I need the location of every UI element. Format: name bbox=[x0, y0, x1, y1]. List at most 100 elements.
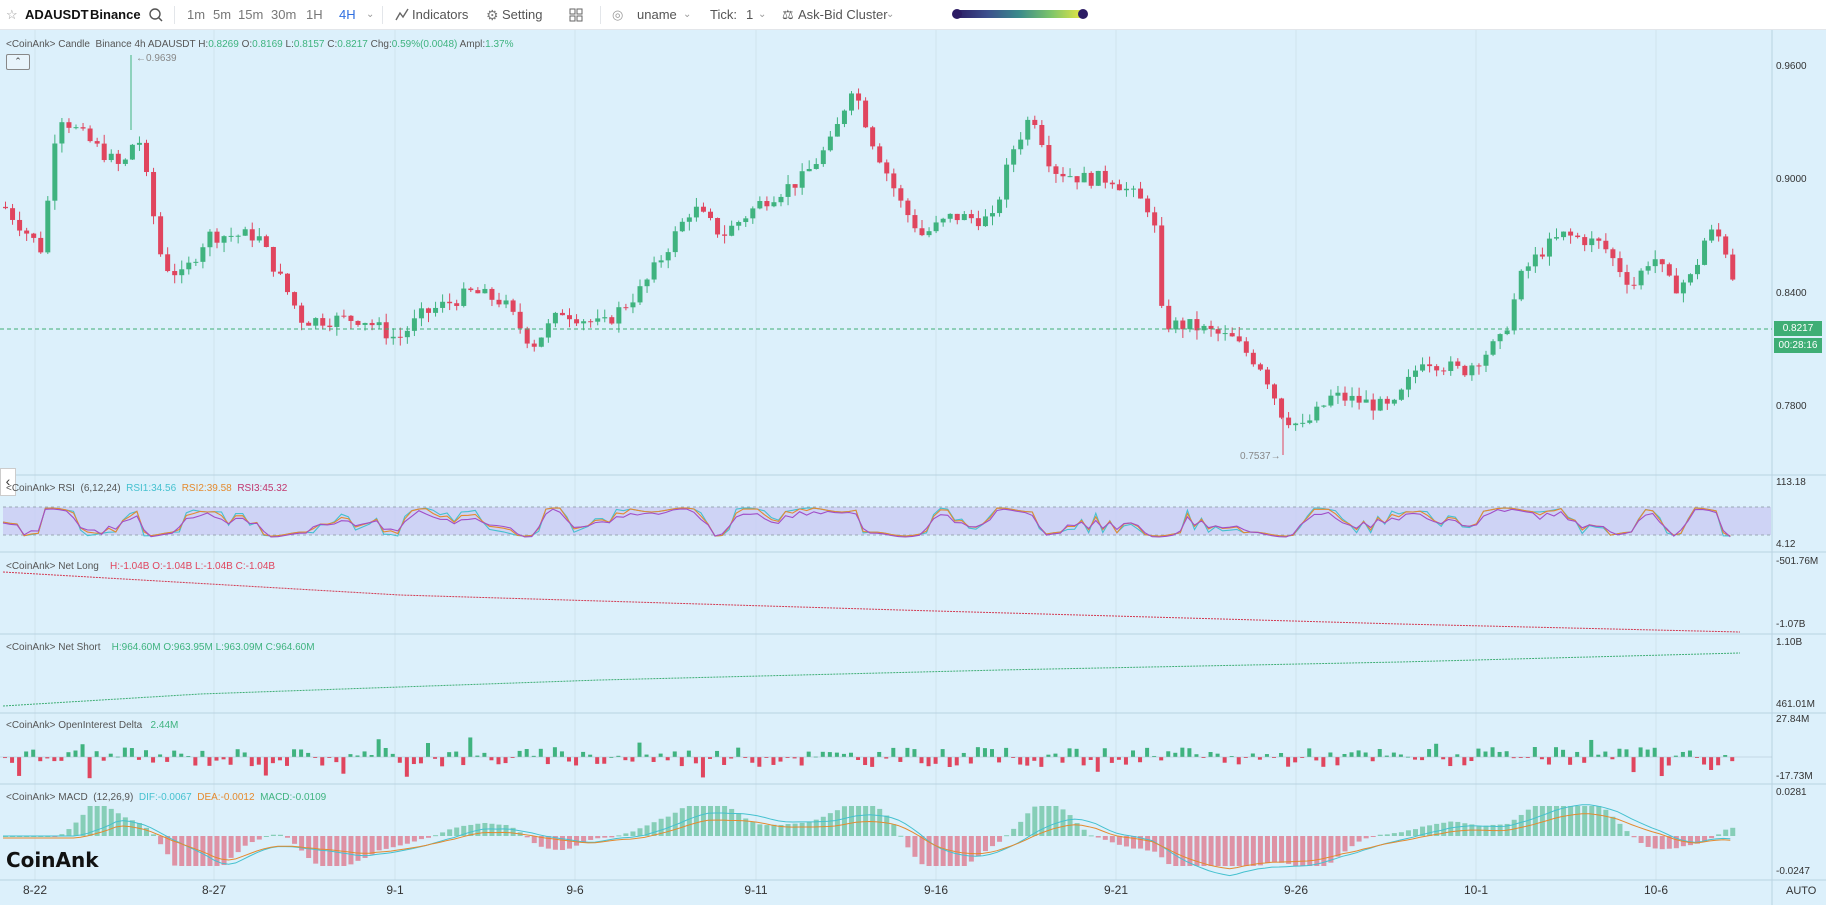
oi-delta-bar bbox=[581, 751, 586, 757]
macd-dif-line bbox=[3, 804, 1731, 877]
legend-name: Net Long bbox=[58, 561, 99, 572]
collapse-legend-button[interactable]: ⌃ bbox=[6, 54, 30, 70]
oi-top-label: 27.84M bbox=[1776, 714, 1810, 725]
candle-body bbox=[1391, 399, 1397, 404]
interval-1h[interactable]: 1H bbox=[306, 7, 323, 22]
oi-delta-bar bbox=[1264, 754, 1269, 757]
tick-value[interactable]: 1 bbox=[746, 7, 754, 22]
interval-more-chevron-icon[interactable]: ⌄ bbox=[366, 9, 375, 20]
oi-delta-bar bbox=[644, 754, 649, 757]
macd-histogram-bar bbox=[503, 824, 509, 836]
net-long-high: H:-1.04B bbox=[109, 561, 150, 572]
legend-exchange: Binance bbox=[95, 39, 132, 50]
oi-delta-bar bbox=[1173, 752, 1178, 757]
macd-histogram-bar bbox=[940, 836, 946, 866]
macd-histogram-bar bbox=[1377, 834, 1383, 836]
oi-delta-bar bbox=[165, 757, 170, 762]
macd-histogram-bar bbox=[1589, 806, 1595, 836]
interval-15m[interactable]: 15m bbox=[238, 7, 264, 22]
oi-delta-bar bbox=[348, 754, 353, 757]
legend-params: (12,26,9) bbox=[93, 792, 134, 803]
candle-body bbox=[1532, 254, 1538, 267]
candle-body bbox=[10, 208, 16, 220]
toolbar-divider bbox=[382, 6, 383, 24]
tick-chevron-down-icon[interactable]: ⌄ bbox=[758, 9, 767, 20]
candle-body bbox=[637, 286, 643, 303]
macd-histogram-bar bbox=[362, 836, 368, 858]
macd-histogram-bar bbox=[588, 836, 594, 840]
interval-5m[interactable]: 5m bbox=[213, 7, 232, 22]
oi-delta-bar bbox=[1673, 755, 1678, 757]
setting-button[interactable]: Setting bbox=[502, 7, 543, 22]
interval-1m[interactable]: 1m bbox=[187, 7, 206, 22]
candle-body bbox=[722, 234, 728, 236]
interval-30m[interactable]: 30m bbox=[271, 7, 297, 22]
user-selector[interactable]: uname bbox=[637, 7, 677, 22]
macd-histogram-bar bbox=[172, 836, 178, 866]
oi-delta-bar bbox=[186, 756, 191, 758]
color-gradient-slider[interactable] bbox=[955, 10, 1083, 18]
candle-body bbox=[1039, 124, 1045, 146]
macd-histogram-bar bbox=[496, 824, 502, 836]
macd-histogram-bar bbox=[1145, 836, 1151, 851]
candle-body bbox=[362, 322, 368, 325]
candle-body bbox=[1455, 361, 1461, 366]
chevron-left-icon[interactable]: ‹ bbox=[0, 468, 16, 496]
candle-body bbox=[729, 225, 735, 236]
cluster-selector[interactable]: Ask-Bid Cluster bbox=[798, 7, 888, 22]
oi-delta-bar bbox=[390, 753, 395, 757]
macd-histogram-bar bbox=[115, 813, 121, 836]
candle-body bbox=[270, 246, 276, 272]
oi-delta-bar bbox=[559, 751, 564, 757]
layout-grid-icon[interactable] bbox=[568, 0, 584, 30]
candle-body bbox=[1307, 420, 1313, 423]
candle-body bbox=[355, 320, 361, 325]
oi-delta-bar bbox=[404, 757, 409, 777]
oi-delta-bar bbox=[1680, 751, 1685, 757]
macd-histogram-bar bbox=[693, 806, 699, 836]
favorite-star-icon[interactable]: ☆ bbox=[6, 7, 18, 22]
oi-delta-bar bbox=[1568, 757, 1573, 765]
candle-body bbox=[193, 261, 199, 263]
user-chevron-down-icon[interactable]: ⌄ bbox=[683, 9, 692, 20]
macd-histogram-bar bbox=[383, 836, 389, 849]
gradient-slider-handle-left[interactable] bbox=[952, 9, 962, 19]
macd-histogram-bar bbox=[397, 836, 403, 846]
candle-body bbox=[841, 110, 847, 125]
macd-histogram-bar bbox=[1152, 836, 1158, 852]
interval-4h[interactable]: 4H bbox=[339, 7, 356, 22]
macd-histogram-bar bbox=[651, 822, 657, 836]
macd-histogram-bar bbox=[926, 836, 932, 866]
oi-delta-bar bbox=[369, 755, 374, 757]
legend-l-label: L: bbox=[285, 39, 294, 50]
indicators-button[interactable]: Indicators bbox=[412, 7, 469, 22]
oi-delta-bar bbox=[277, 757, 282, 761]
oi-delta-bar bbox=[38, 757, 43, 762]
oi-delta-bar bbox=[975, 747, 980, 757]
gradient-slider-handle-right[interactable] bbox=[1078, 9, 1088, 19]
oi-delta-bar bbox=[919, 757, 924, 764]
macd-histogram-bar bbox=[277, 834, 283, 836]
macd-histogram-bar bbox=[1652, 836, 1658, 849]
x-tick-7: 9-26 bbox=[1283, 883, 1309, 897]
macd-histogram-bar bbox=[1293, 836, 1299, 866]
macd-histogram-bar bbox=[750, 821, 756, 836]
symbol-name[interactable]: ADAUSDT bbox=[25, 7, 89, 22]
auto-scale-toggle[interactable]: AUTO bbox=[1786, 885, 1817, 897]
candle-body bbox=[1215, 329, 1221, 334]
exchange-name[interactable]: Binance bbox=[90, 7, 141, 22]
oi-delta-bar bbox=[1335, 757, 1340, 766]
chart-area[interactable] bbox=[0, 30, 1826, 905]
macd-histogram-bar bbox=[242, 836, 248, 846]
candle-body bbox=[1427, 364, 1433, 367]
macd-histogram-bar bbox=[1194, 836, 1200, 866]
cluster-chevron-down-icon[interactable]: ⌄ bbox=[886, 9, 895, 20]
candle-body bbox=[503, 300, 509, 305]
legend-name: Candle bbox=[58, 39, 90, 50]
candle-body bbox=[397, 336, 403, 338]
search-icon[interactable] bbox=[148, 0, 164, 30]
candle-body bbox=[1582, 237, 1588, 246]
oi-delta-bar bbox=[242, 752, 247, 757]
oi-delta-bar bbox=[524, 749, 529, 757]
